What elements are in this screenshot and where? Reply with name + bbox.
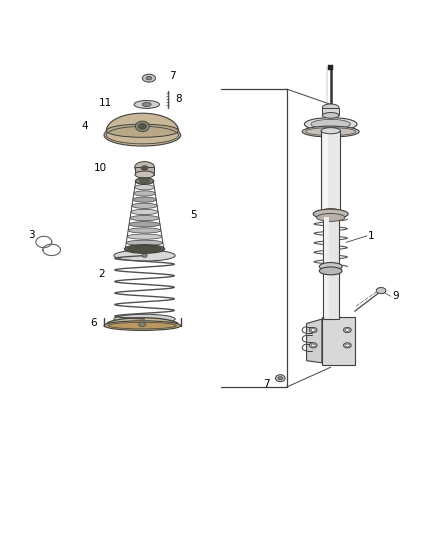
Polygon shape [107,318,178,328]
Ellipse shape [135,161,154,173]
Ellipse shape [345,329,350,332]
Ellipse shape [129,222,160,227]
Ellipse shape [135,178,154,184]
Text: 3: 3 [28,230,35,239]
Text: 5: 5 [191,210,197,220]
Ellipse shape [128,246,161,252]
Ellipse shape [140,179,149,183]
Bar [324,217,328,317]
Ellipse shape [135,184,154,190]
Ellipse shape [142,254,147,257]
Ellipse shape [130,215,159,221]
Text: 6: 6 [90,318,96,328]
Ellipse shape [309,343,317,348]
Ellipse shape [319,267,342,275]
Ellipse shape [142,102,151,107]
Text: 1: 1 [368,231,374,241]
Bar [323,216,339,319]
Ellipse shape [343,343,351,348]
Ellipse shape [104,321,180,330]
Text: 2: 2 [99,269,105,279]
Ellipse shape [321,209,340,215]
Ellipse shape [139,322,146,327]
Ellipse shape [106,124,179,138]
Ellipse shape [345,344,350,346]
Bar [323,132,328,209]
Ellipse shape [136,179,153,184]
Ellipse shape [131,209,158,215]
Text: 7: 7 [170,71,176,82]
Ellipse shape [104,124,180,146]
Ellipse shape [134,191,155,196]
Text: 11: 11 [99,98,112,108]
Ellipse shape [321,128,340,134]
Polygon shape [307,319,322,363]
Ellipse shape [376,287,386,294]
Text: 8: 8 [176,94,182,104]
Text: 7: 7 [263,379,269,389]
Bar [135,167,154,174]
Ellipse shape [322,112,339,118]
Bar [321,131,340,212]
Ellipse shape [114,250,175,261]
Text: 10: 10 [94,163,107,173]
Ellipse shape [124,245,165,253]
Ellipse shape [125,246,164,252]
Ellipse shape [146,76,152,80]
Ellipse shape [313,209,348,219]
Ellipse shape [132,203,157,208]
Ellipse shape [305,128,356,135]
Ellipse shape [304,118,357,131]
Ellipse shape [128,228,161,233]
Ellipse shape [135,171,154,178]
Ellipse shape [316,214,345,221]
Ellipse shape [343,327,351,333]
Ellipse shape [114,314,175,324]
Ellipse shape [126,240,163,245]
Ellipse shape [276,375,285,382]
Ellipse shape [127,234,162,239]
Text: 9: 9 [392,291,399,301]
Ellipse shape [141,166,148,170]
Ellipse shape [302,126,359,137]
Ellipse shape [278,377,283,379]
Ellipse shape [109,322,176,329]
Ellipse shape [135,121,149,132]
Bar [322,108,339,115]
Ellipse shape [319,263,342,270]
Text: 4: 4 [81,122,88,131]
Ellipse shape [311,119,350,129]
Ellipse shape [134,101,159,108]
Ellipse shape [138,124,146,129]
Ellipse shape [142,74,155,82]
Ellipse shape [311,329,315,332]
Ellipse shape [311,344,315,346]
Ellipse shape [309,327,317,333]
Ellipse shape [133,197,156,202]
Bar [328,65,333,70]
Ellipse shape [322,104,339,111]
Polygon shape [322,317,355,365]
